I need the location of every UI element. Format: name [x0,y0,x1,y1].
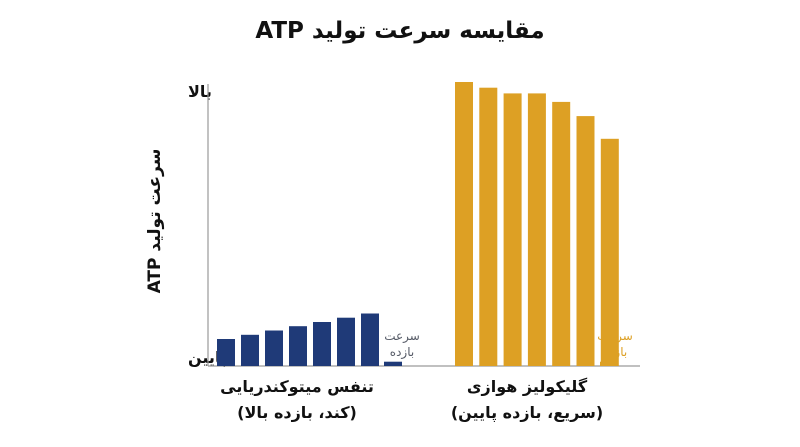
group-2-bar-6 [576,116,595,366]
group-2-bar-4 [527,93,546,367]
chart-title: مقایسه سرعت تولید ATP [255,18,544,44]
y-tick-label-high: بالا [188,82,212,101]
group-1-yield-label-line1: سرعت [384,329,420,344]
group-2-yield-label-line2: بازده [603,345,627,360]
group-1-bar-6 [337,317,355,366]
group-1-bar-1 [217,339,235,366]
group-1-bar-7 [361,313,379,366]
group-2-label-line1: گلیکولیز هوازی [467,377,588,396]
group-1-bar-3 [265,330,283,366]
group-2-yield-bar [600,361,616,366]
group-2-bar-1 [455,82,473,366]
group-1-yield-label-line2: بازده [390,345,414,360]
group-1-label-line1: تنفس میتوکندریایی [220,377,374,396]
group-2-label-line2: (سریع، بازده پایین) [451,403,603,423]
y-axis-label: سرعت تولید ATP [145,149,165,294]
group-1-bar-5 [313,322,331,366]
group-2-bar-2 [479,87,498,366]
group-1-bar-2 [241,334,259,366]
group-1-bar-4 [289,326,307,366]
group-1-yield-bar [384,361,402,366]
group-2-bar-7 [600,138,619,366]
group-2-bar-5 [552,101,571,367]
bars-layer [217,82,619,367]
group-2-yield-label-line1: سرعت [597,329,633,344]
group-2-bar-3 [503,93,522,367]
group-1-label-line2: (کند، بازده بالا) [237,403,357,422]
